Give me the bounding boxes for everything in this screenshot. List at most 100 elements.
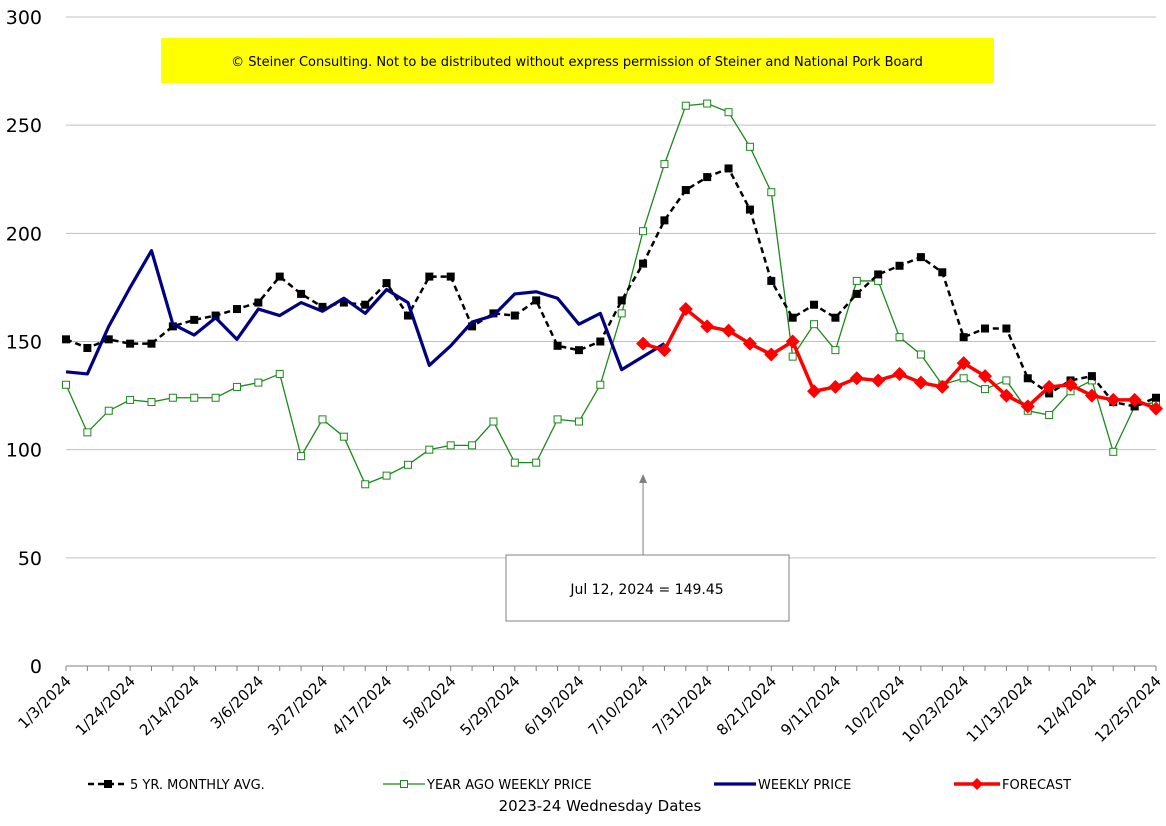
data-point [104,406,113,415]
legend-swatch-marker [104,780,112,788]
legend: 5 YR. MONTHLY AVG. YEAR AGO WEEKLY PRICE W… [88,778,1071,793]
data-point [895,333,904,342]
data-point [1149,401,1163,416]
series-layer [62,99,1163,489]
data-point [1087,372,1096,381]
data-point [83,428,92,437]
data-point [275,272,284,281]
data-point [956,356,971,371]
data-point [1106,392,1121,407]
data-point [339,298,348,307]
data-point [168,393,177,402]
annotation-box [505,554,790,622]
x-tick-label: 5/29/2024 [457,672,524,739]
data-point [211,393,220,402]
data-point [874,276,883,285]
data-point [892,366,907,381]
annotation-text: Jul 12, 2024 = 149.45 [569,582,723,598]
data-point [553,341,562,350]
data-point [318,302,327,311]
data-point [318,415,327,424]
data-point [617,296,626,305]
data-point [147,339,156,348]
data-point [852,276,861,285]
data-point [254,298,263,307]
x-tick-label: 4/17/2024 [328,672,395,739]
data-point [574,346,583,355]
data-point [745,142,754,151]
data-point [232,382,241,391]
data-point [764,347,779,362]
series-5-yr-monthly-avg [62,164,1160,411]
data-point [959,374,968,383]
data-point [510,311,519,320]
legend-entry: YEAR AGO WEEKLY PRICE [383,778,592,793]
data-point [83,343,92,352]
legend-label: YEAR AGO WEEKLY PRICE [426,778,592,793]
data-point [275,369,284,378]
data-point [468,322,477,331]
data-point [660,216,669,225]
x-tick-label: 3/6/2024 [207,672,267,732]
data-point [681,101,690,110]
data-point [211,311,220,320]
y-axis-ticks: 0 50 100 150 200 250 300 [6,7,42,678]
legend-entry: WEEKLY PRICE [714,778,851,793]
data-point [510,458,519,467]
data-point [681,186,690,195]
data-point [724,108,733,117]
data-point [831,313,840,322]
data-point [657,343,672,358]
y-tick-label: 100 [6,440,42,462]
legend-entry: 5 YR. MONTHLY AVG. [88,778,265,793]
legend-swatch-marker [400,780,408,788]
data-point [788,352,797,361]
data-point [596,380,605,389]
data-point [382,279,391,288]
data-point [574,417,583,426]
y-tick-label: 250 [6,115,42,137]
data-point [232,305,241,314]
y-tick-label: 300 [6,7,42,29]
annotation-arrow-head [639,474,648,483]
data-point [446,272,455,281]
data-point [532,296,541,305]
y-tick-label: 0 [30,656,42,678]
data-point [361,480,370,489]
data-point [446,441,455,450]
data-point [978,369,993,384]
x-tick-label: 9/11/2024 [777,672,844,739]
series-line [642,307,1157,411]
x-tick-label: 10/2/2024 [841,672,908,739]
data-point [742,336,757,351]
data-point [1023,374,1032,383]
data-point [425,445,434,454]
data-point [745,205,754,214]
data-point [810,320,819,329]
data-point [981,385,990,394]
data-point [639,259,648,268]
data-point [981,324,990,333]
data-point [596,337,605,346]
data-point [852,289,861,298]
data-point [700,319,715,334]
y-tick-label: 200 [6,223,42,245]
data-point [785,334,800,349]
series-year-ago-weekly-price [62,99,1160,489]
x-tick-label: 7/31/2024 [649,672,716,739]
data-point [871,373,886,388]
copyright-box: © Steiner Consulting. Not to be distribu… [161,38,994,83]
data-point [190,315,199,324]
x-tick-label: 12/25/2024 [1091,672,1165,746]
data-point [553,415,562,424]
x-tick-label: 1/3/2024 [14,672,74,732]
data-point [874,270,883,279]
data-point [254,378,263,387]
data-point [913,375,928,390]
data-point [126,395,135,404]
data-point [147,398,156,407]
data-point [788,313,797,322]
data-point [532,458,541,467]
data-point [168,322,177,331]
